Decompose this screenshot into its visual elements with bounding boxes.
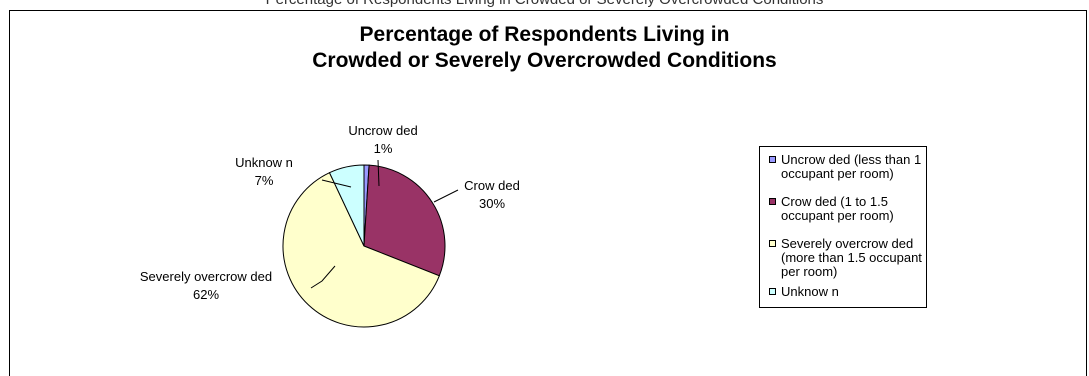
legend-swatch-crowded: [769, 198, 776, 205]
slice-label-uncrowded-pct: 1%: [374, 141, 393, 156]
slice-label-unknown-name: Unknow n: [235, 155, 293, 170]
cropped-top-caption: Percentage of Respondents Living in Crow…: [0, 0, 1089, 8]
chart-title-line1: Percentage of Respondents Living in: [359, 23, 730, 46]
leader-line-uncrowded: [377, 159, 380, 187]
slice-label-uncrowded-name: Uncrow ded: [348, 123, 417, 138]
chart-title-line2: Crowded or Severely Overcrowded Conditio…: [312, 49, 777, 72]
legend-label-severe: Severely overcrow ded (more than 1.5 occ…: [781, 236, 922, 279]
pie-slice-crowded: [363, 164, 446, 277]
leader-line-unknown: [321, 179, 352, 188]
legend-label-uncrowded: Uncrow ded (less than 1 occupant per roo…: [781, 152, 922, 181]
leader-line-severe: [310, 265, 336, 289]
pie-slices: [282, 164, 446, 328]
legend-label-crowded: Crow ded (1 to 1.5 occupant per room): [781, 194, 894, 223]
slice-label-crowded-pct: 30%: [479, 196, 505, 211]
legend-swatch-unknown: [769, 288, 776, 295]
legend-label-unknown: Unknow n: [781, 284, 839, 299]
legend-swatch-uncrowded: [769, 156, 776, 163]
pie-slice-severe: [282, 172, 440, 328]
slice-label-severe-name: Severely overcrow ded: [140, 269, 272, 284]
chart-frame: [9, 10, 1087, 376]
pie-slice-unknown: [328, 164, 365, 247]
slice-label-unknown-pct: 7%: [255, 173, 274, 188]
leader-line-crowded: [433, 189, 459, 203]
slice-label-severe-pct: 62%: [193, 287, 219, 302]
slice-label-crowded-name: Crow ded: [464, 178, 520, 193]
chart-legend: Uncrow ded (less than 1 occupant per roo…: [759, 146, 927, 308]
legend-swatch-severe: [769, 240, 776, 247]
